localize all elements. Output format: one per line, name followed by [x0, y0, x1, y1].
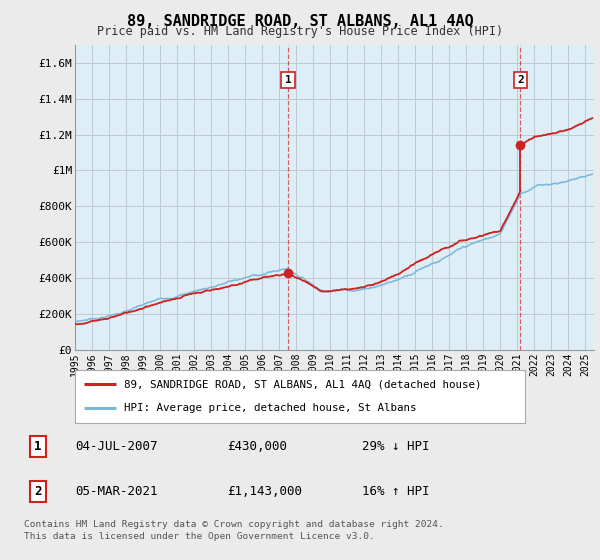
Text: HPI: Average price, detached house, St Albans: HPI: Average price, detached house, St A…: [125, 403, 417, 413]
Text: £430,000: £430,000: [227, 440, 287, 454]
Text: 2: 2: [34, 485, 42, 498]
Text: 1: 1: [34, 440, 42, 454]
Text: 1: 1: [284, 75, 291, 85]
Text: 89, SANDRIDGE ROAD, ST ALBANS, AL1 4AQ: 89, SANDRIDGE ROAD, ST ALBANS, AL1 4AQ: [127, 14, 473, 29]
Text: Contains HM Land Registry data © Crown copyright and database right 2024.: Contains HM Land Registry data © Crown c…: [24, 520, 444, 529]
Text: This data is licensed under the Open Government Licence v3.0.: This data is licensed under the Open Gov…: [24, 532, 375, 541]
Text: 89, SANDRIDGE ROAD, ST ALBANS, AL1 4AQ (detached house): 89, SANDRIDGE ROAD, ST ALBANS, AL1 4AQ (…: [125, 380, 482, 390]
Text: 16% ↑ HPI: 16% ↑ HPI: [362, 485, 430, 498]
Text: 04-JUL-2007: 04-JUL-2007: [75, 440, 157, 454]
Text: £1,143,000: £1,143,000: [227, 485, 302, 498]
Text: 29% ↓ HPI: 29% ↓ HPI: [362, 440, 430, 454]
Text: 2: 2: [517, 75, 524, 85]
Text: 05-MAR-2021: 05-MAR-2021: [75, 485, 157, 498]
Text: Price paid vs. HM Land Registry's House Price Index (HPI): Price paid vs. HM Land Registry's House …: [97, 25, 503, 38]
